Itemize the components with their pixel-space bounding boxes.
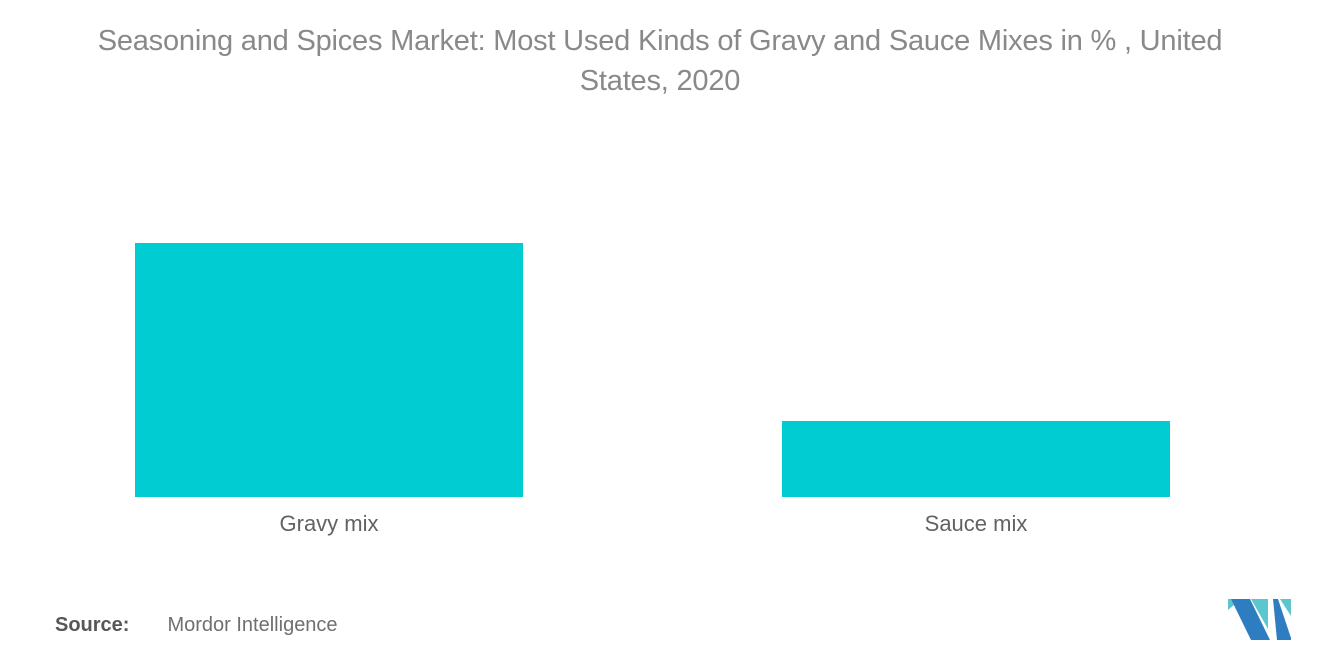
chart-title: Seasoning and Spices Market: Most Used K… bbox=[97, 25, 1223, 97]
bar-sauce-mix bbox=[782, 421, 1170, 497]
bar-chart-plot-area: Gravy mix Sauce mix bbox=[135, 243, 1170, 536]
source-label: Source: bbox=[55, 614, 130, 636]
source-value: Mordor Intelligence bbox=[167, 614, 338, 636]
category-label: Sauce mix bbox=[924, 511, 1028, 536]
bar-column-sauce-mix: Sauce mix bbox=[782, 243, 1170, 536]
category-label: Gravy mix bbox=[279, 511, 379, 536]
logo-teal-triangle-middle bbox=[1251, 599, 1268, 629]
logo-blue-band-right bbox=[1273, 599, 1291, 640]
mordor-intelligence-logo bbox=[1228, 599, 1291, 640]
bar-gravy-mix bbox=[135, 243, 523, 497]
logo-teal-triangle-right bbox=[1280, 599, 1291, 616]
bar-column-gravy-mix: Gravy mix bbox=[135, 243, 523, 536]
logo-blue-band-left bbox=[1231, 599, 1270, 640]
source-line: Source: Mordor Intelligence bbox=[55, 612, 338, 638]
